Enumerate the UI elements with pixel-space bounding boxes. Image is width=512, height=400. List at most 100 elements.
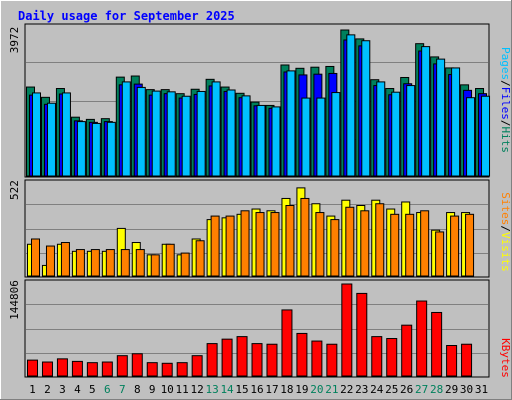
x-day-label: 4 — [74, 383, 81, 396]
pages-bar — [46, 102, 56, 177]
sites-bar — [105, 249, 115, 277]
pages-bar — [106, 121, 116, 177]
kbytes-bar — [341, 283, 353, 377]
sites-bar — [315, 212, 325, 277]
kbytes-bar — [386, 338, 398, 377]
x-day-label: 3 — [59, 383, 66, 396]
x-day-label: 17 — [265, 383, 278, 396]
pages-bar — [136, 86, 146, 177]
kbytes-bar — [296, 332, 308, 377]
kbytes-bar — [116, 355, 128, 377]
kbytes-bar — [176, 362, 188, 377]
panel-visits-ymax-label: 522 — [8, 180, 21, 200]
pages-bar — [361, 40, 371, 177]
sites-bar — [420, 210, 430, 277]
x-day-label: 15 — [235, 383, 248, 396]
kbytes-bar — [191, 355, 203, 377]
sites-bar — [240, 210, 250, 277]
x-day-label: 10 — [161, 383, 174, 396]
kbytes-bar — [251, 343, 263, 377]
pages-bar — [241, 95, 251, 177]
sites-bar — [360, 210, 370, 277]
sites-bar — [270, 212, 280, 277]
pages-bar — [481, 95, 491, 177]
kbytes-bar — [71, 360, 83, 377]
x-day-label: 26 — [400, 383, 413, 396]
sites-bar — [450, 215, 460, 277]
kbytes-bar — [446, 345, 458, 377]
kbytes-bar — [161, 362, 173, 377]
pages-bar — [61, 92, 71, 177]
pages-bar — [151, 90, 161, 177]
sites-bar — [75, 249, 85, 277]
legend-sites: Sites — [499, 192, 512, 225]
x-day-label: 24 — [370, 383, 384, 396]
x-day-label: 23 — [355, 383, 368, 396]
pages-bar — [421, 46, 431, 177]
kbytes-bar — [461, 343, 473, 377]
kbytes-bar — [431, 311, 443, 377]
sites-bar — [31, 238, 40, 277]
panel-visits-legend: Sites/Visits — [499, 192, 512, 272]
x-day-label: 8 — [134, 383, 141, 396]
kbytes-bar — [326, 343, 338, 377]
x-day-label: 5 — [89, 383, 96, 396]
x-day-label: 9 — [149, 383, 156, 396]
legend-sep-3: / — [499, 225, 512, 232]
kbytes-bar — [401, 324, 413, 377]
x-day-label: 11 — [176, 383, 189, 396]
panel-visits-bars — [27, 187, 475, 277]
x-day-label: 12 — [191, 383, 204, 396]
legend-pages: Pages — [499, 47, 512, 80]
x-day-label: 22 — [340, 383, 353, 396]
kbytes-bar — [221, 338, 233, 377]
sites-bar — [465, 213, 475, 277]
kbytes-bar — [236, 336, 248, 377]
sites-bar — [300, 197, 310, 277]
x-day-label: 28 — [430, 383, 443, 396]
sites-bar — [180, 252, 190, 277]
x-day-label: 18 — [280, 383, 293, 396]
kbytes-bar — [311, 340, 323, 377]
pages-bar — [316, 97, 326, 177]
kbytes-bar — [27, 359, 38, 377]
x-day-label: 16 — [250, 383, 263, 396]
sites-bar — [435, 231, 445, 277]
sites-bar — [120, 249, 130, 277]
x-day-label: 27 — [415, 383, 428, 396]
legend-sep-1: / — [499, 80, 512, 87]
pages-bar — [196, 90, 206, 177]
x-day-label: 25 — [385, 383, 398, 396]
sites-bar — [375, 203, 385, 277]
x-day-label: 31 — [475, 383, 488, 396]
kbytes-bar — [41, 361, 53, 377]
legend-visits: Visits — [499, 232, 512, 272]
pages-bar — [376, 81, 386, 177]
sites-bar — [330, 219, 340, 277]
panel-kbytes-legend: KBytes — [499, 338, 512, 378]
pages-bar — [166, 91, 176, 177]
kbytes-bar — [86, 362, 98, 377]
pages-bar — [211, 81, 221, 177]
legend-hits: Hits — [499, 127, 512, 154]
kbytes-bar — [416, 300, 428, 377]
sites-bar — [390, 213, 400, 277]
x-day-label: 30 — [460, 383, 473, 396]
legend-files: Files — [499, 87, 512, 120]
sites-bar — [150, 254, 160, 277]
panel-kbytes-ymax-label: 144806 — [8, 280, 21, 320]
x-day-label: 19 — [295, 383, 308, 396]
x-day-label: 21 — [325, 383, 338, 396]
pages-bar — [76, 121, 86, 177]
x-day-label: 6 — [104, 383, 111, 396]
sites-bar — [285, 205, 295, 277]
panel-hits-legend: Pages/Files/Hits — [499, 47, 512, 153]
chart-title: Daily usage for September 2025 — [18, 9, 235, 23]
x-day-label: 29 — [445, 383, 458, 396]
pages-bar — [256, 104, 266, 177]
kbytes-bar — [56, 358, 68, 377]
sites-bar — [405, 213, 415, 277]
sites-bar — [225, 215, 235, 277]
sites-bar — [195, 240, 205, 277]
sites-bar — [60, 242, 70, 277]
